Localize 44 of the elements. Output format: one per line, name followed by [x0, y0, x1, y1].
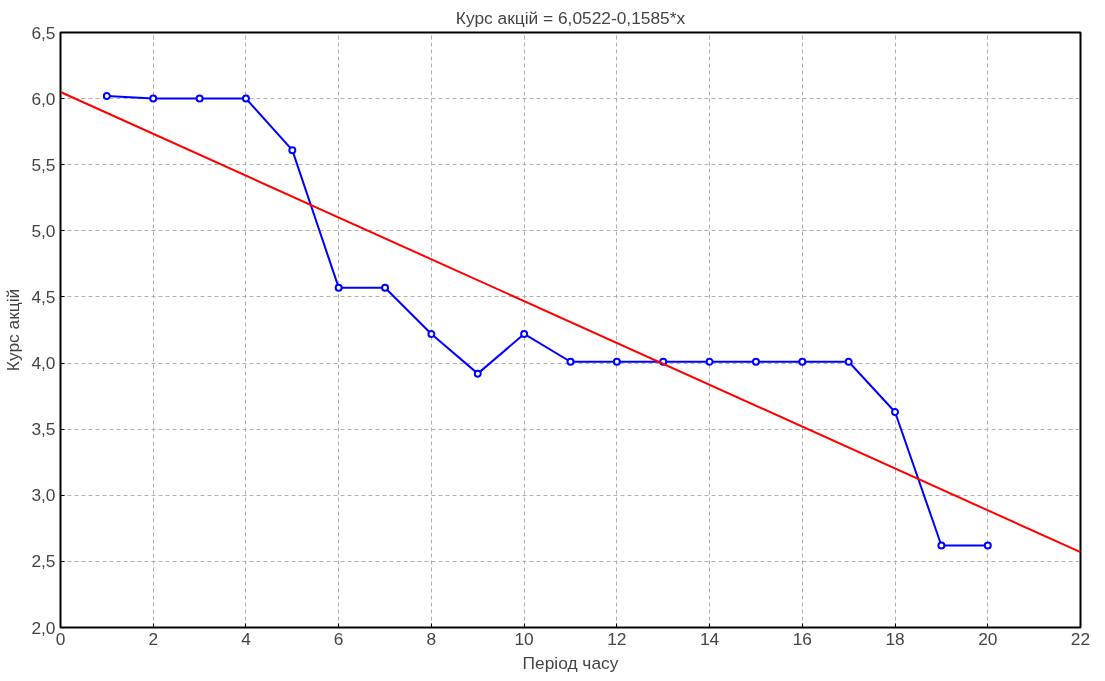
- y-tick-label: 5,0: [31, 220, 56, 241]
- point: [891, 407, 900, 416]
- point: [751, 357, 760, 366]
- y-tick-label: 3,0: [31, 485, 56, 506]
- y-tick-label: 4,5: [31, 286, 56, 307]
- point: [844, 357, 853, 366]
- x-tick-label: 12: [607, 628, 627, 649]
- x-axis-title: Період часу: [522, 652, 619, 673]
- y-axis-title: Курс акцій: [3, 288, 24, 372]
- point: [612, 357, 621, 366]
- point: [937, 541, 946, 550]
- x-tick-label: 16: [792, 628, 812, 649]
- x-tick-label: 6: [333, 628, 344, 649]
- y-tick-label: 4,0: [31, 353, 56, 374]
- y-tick-label: 3,5: [31, 419, 56, 440]
- x-tick-label: 22: [1070, 628, 1091, 649]
- x-tick-label: 2: [148, 628, 159, 649]
- point: [288, 146, 297, 155]
- point: [566, 357, 575, 366]
- point: [983, 541, 992, 550]
- y-tick-label: 2,5: [31, 551, 56, 572]
- point: [473, 369, 482, 378]
- point: [705, 357, 714, 366]
- point: [102, 91, 111, 100]
- x-tick-label: 20: [978, 628, 998, 649]
- y-tick-label: 6,0: [31, 88, 56, 109]
- x-tick-label: 4: [241, 628, 252, 649]
- y-tick-label: 2,0: [31, 617, 56, 638]
- chart-title: Курс акцій = 6,0522-0,1585*x: [455, 7, 686, 28]
- point: [149, 94, 158, 103]
- y-tick-label: 5,5: [31, 154, 56, 175]
- point: [381, 283, 390, 292]
- point: [334, 283, 343, 292]
- x-tick-label: 10: [514, 628, 534, 649]
- point: [798, 357, 807, 366]
- point: [241, 94, 250, 103]
- point: [195, 94, 204, 103]
- x-tick-label: 18: [885, 628, 905, 649]
- point: [427, 329, 436, 338]
- point: [520, 329, 529, 338]
- x-tick-label: 8: [426, 628, 437, 649]
- x-tick-label: 14: [699, 628, 720, 649]
- x-tick-label: 0: [55, 628, 66, 649]
- y-tick-label: 6,5: [31, 22, 56, 43]
